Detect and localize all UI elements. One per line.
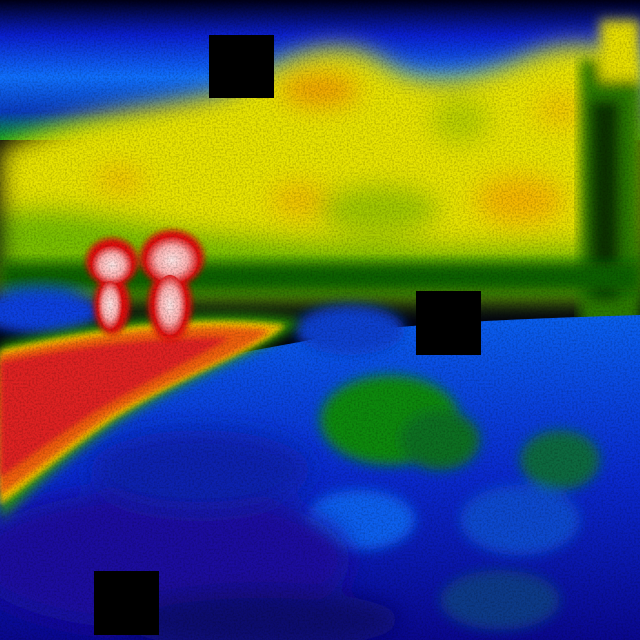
occlusion-mask xyxy=(416,291,481,355)
occlusion-mask xyxy=(209,35,274,98)
occlusion-mask xyxy=(94,571,159,635)
